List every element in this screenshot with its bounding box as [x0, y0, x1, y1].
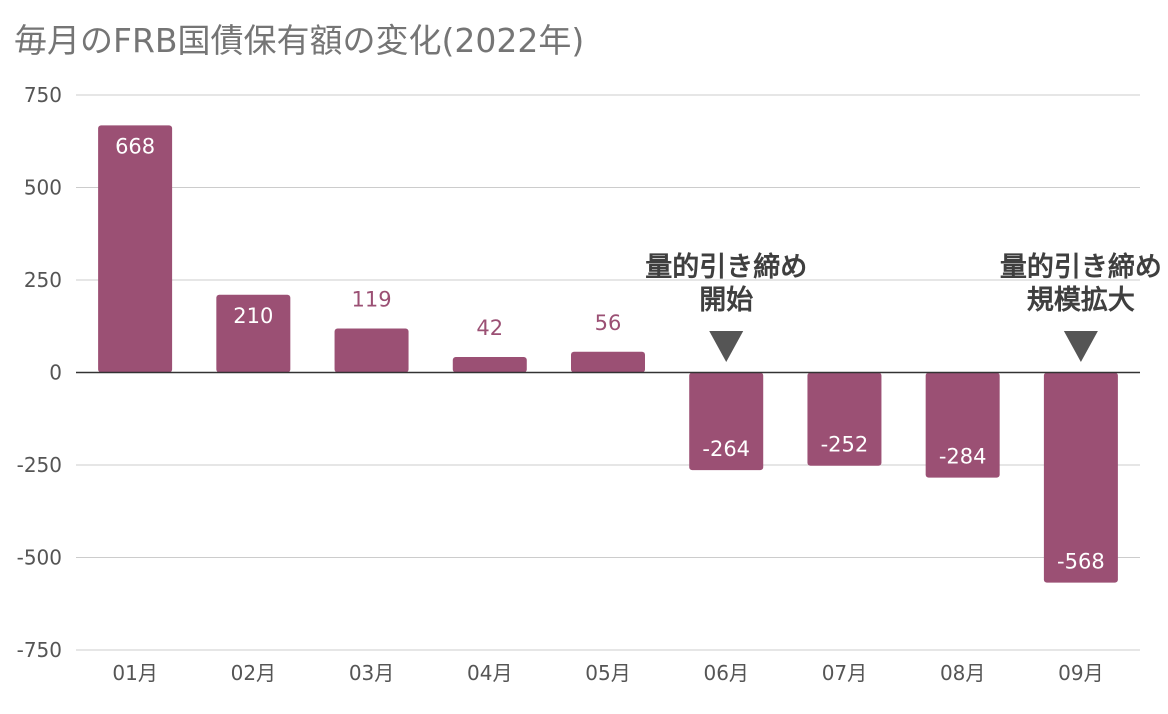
y-tick-label: 250	[24, 268, 62, 292]
bar	[1043, 372, 1118, 583]
x-tick-label: 04月	[467, 661, 512, 685]
data-label: 56	[595, 311, 622, 335]
data-label: -252	[821, 433, 869, 457]
bar	[689, 372, 764, 471]
x-tick-label: 01月	[112, 661, 157, 685]
data-label: 668	[115, 134, 155, 158]
bar	[452, 356, 527, 373]
y-tick-label: -500	[17, 546, 62, 570]
data-label: -284	[939, 445, 987, 469]
y-tick-label: 500	[24, 176, 62, 200]
x-tick-label: 07月	[822, 661, 867, 685]
annotation-text: 量的引き締め	[645, 251, 807, 283]
annotation-text: 量的引き締め	[1000, 251, 1162, 283]
bar	[571, 351, 645, 373]
x-tick-label: 06月	[703, 661, 748, 685]
annotation-marker-triangle	[709, 331, 744, 362]
annotation-marker-triangle	[1063, 331, 1098, 362]
data-label: -264	[702, 437, 750, 461]
x-tick-label: 03月	[349, 661, 394, 685]
data-label: 119	[352, 287, 392, 311]
bars	[98, 125, 1118, 583]
y-tick-label: -250	[17, 453, 62, 477]
bar	[334, 328, 409, 373]
gridlines	[76, 94, 1140, 651]
x-axis-ticks: 01月 02月 03月 04月 05月 06月 07月 08月 09月	[112, 661, 1103, 685]
data-label: 210	[233, 304, 273, 328]
x-tick-label: 08月	[940, 661, 985, 685]
x-tick-label: 09月	[1058, 661, 1103, 685]
bar	[925, 372, 1000, 478]
bar	[807, 372, 882, 466]
x-tick-label: 02月	[231, 661, 276, 685]
annotation-text: 開始	[699, 284, 753, 316]
y-tick-label: 0	[49, 361, 62, 385]
y-tick-label: 750	[24, 83, 62, 107]
chart-title: 毎月のFRB国債保有額の変化(2022年)	[14, 21, 584, 60]
data-label: -568	[1057, 550, 1105, 574]
y-axis-ticks: 750 500 250 0 -250 -500 -750	[17, 83, 62, 662]
bar	[98, 125, 173, 373]
data-label: 42	[476, 316, 503, 340]
bar	[216, 294, 291, 373]
data-labels: 668 210 119 42 56 -264 -252 -284 -568	[115, 134, 1105, 573]
annotation-text: 規模拡大	[1027, 285, 1135, 316]
y-tick-label: -750	[17, 638, 62, 662]
x-tick-label: 05月	[585, 661, 630, 685]
